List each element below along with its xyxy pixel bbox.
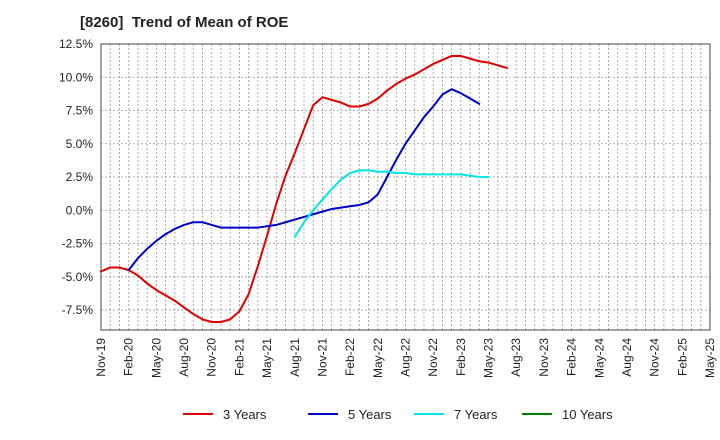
x-tick-label: Feb-25	[675, 338, 689, 376]
x-tick-label: Nov-24	[648, 338, 662, 377]
x-tick-label: Feb-24	[565, 338, 579, 376]
y-tick-label: -2.5%	[62, 237, 94, 251]
y-tick-label: 5.0%	[66, 137, 94, 151]
plot-frame	[100, 43, 711, 331]
y-tick-label: 0.0%	[66, 203, 94, 217]
series-layer	[100, 54, 508, 324]
y-tick-label: 2.5%	[66, 170, 94, 184]
legend-label: 10 Years	[562, 407, 613, 422]
legend-label: 7 Years	[454, 407, 498, 422]
y-tick-label: 12.5%	[59, 37, 93, 51]
series-line-5-years	[127, 88, 481, 272]
x-tick-label: Aug-21	[288, 338, 302, 377]
legend-label: 3 Years	[223, 407, 267, 422]
axis-layer: 12.5% 10.0% 7.5% 5.0% 2.5% 0.0% -2.5% -5.0% -7.5…	[59, 37, 717, 378]
x-tick-label: Nov-20	[205, 338, 219, 377]
x-tick-label: May-24	[592, 338, 606, 378]
grid-layer	[100, 43, 711, 330]
y-tick-label: -5.0%	[62, 270, 94, 284]
x-tick-label: May-22	[371, 338, 385, 378]
series-line-7-years	[293, 169, 490, 238]
x-tick-label: Aug-23	[509, 338, 523, 377]
x-tick-label: Nov-19	[94, 338, 108, 377]
x-tick-label: Nov-21	[315, 338, 329, 377]
x-tick-label: Aug-24	[620, 338, 634, 377]
x-tick-label: Feb-21	[232, 338, 246, 376]
x-tick-label: Aug-20	[177, 338, 191, 377]
x-tick-label: Feb-22	[343, 338, 357, 376]
legend-label: 5 Years	[348, 407, 392, 422]
y-tick-label: -7.5%	[62, 303, 94, 317]
series-line-3-years	[100, 54, 508, 324]
y-tick-label: 10.0%	[59, 70, 93, 84]
legend: 3 Years 5 Years 7 Years 10 Years	[183, 407, 613, 422]
x-tick-label: Nov-22	[426, 338, 440, 377]
x-tick-label: May-23	[482, 338, 496, 378]
x-tick-label: May-21	[260, 338, 274, 378]
x-tick-label: Aug-22	[399, 338, 413, 377]
chart-title: [8260] Trend of Mean of ROE	[80, 14, 289, 31]
x-tick-label: Nov-23	[537, 338, 551, 377]
x-tick-label: Feb-23	[454, 338, 468, 376]
x-tick-label: May-25	[703, 338, 717, 378]
x-tick-label: Feb-20	[122, 338, 136, 376]
y-tick-label: 7.5%	[66, 104, 94, 118]
x-tick-label: May-20	[149, 338, 163, 378]
